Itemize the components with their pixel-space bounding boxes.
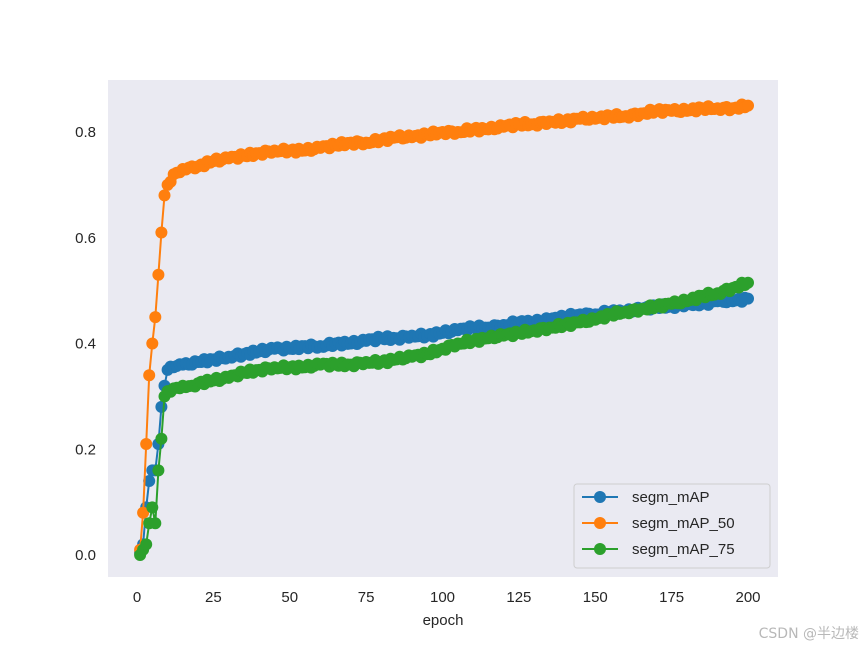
- legend: segm_mAP segm_mAP_50 segm_mAP_75: [573, 483, 771, 569]
- series-segm-mAP-75: [134, 276, 754, 561]
- legend-entry: segm_mAP_50: [582, 515, 735, 532]
- x-tick-label: 125: [506, 589, 531, 606]
- y-tick-label: 0.0: [75, 547, 96, 564]
- legend-marker-icon: [594, 491, 606, 503]
- x-tick-label: 75: [358, 589, 375, 606]
- x-tick-label: 150: [583, 589, 608, 606]
- x-tick-label: 200: [735, 589, 760, 606]
- y-tick-label: 0.6: [75, 230, 96, 247]
- y-axis-ticks: 0.0 0.2 0.4 0.6 0.8: [75, 124, 96, 564]
- legend-label: segm_mAP_50: [632, 515, 735, 532]
- legend-label: segm_mAP_75: [632, 541, 735, 558]
- y-tick-label: 0.8: [75, 124, 96, 141]
- y-tick-label: 0.2: [75, 441, 96, 458]
- legend-entry: segm_mAP_75: [582, 541, 735, 558]
- series-layer: [134, 98, 754, 561]
- x-axis-label: epoch: [423, 612, 464, 629]
- legend-label: segm_mAP: [632, 489, 710, 506]
- x-tick-label: 0: [133, 589, 141, 606]
- x-axis-ticks: 0 25 50 75 100 125 150 175 200: [133, 589, 761, 606]
- series-segm-mAP-50: [134, 98, 754, 556]
- legend-marker-icon: [594, 517, 606, 529]
- legend-entry: segm_mAP: [582, 489, 710, 506]
- x-tick-label: 25: [205, 589, 222, 606]
- legend-box: [573, 483, 771, 569]
- x-tick-label: 50: [281, 589, 298, 606]
- y-tick-label: 0.4: [75, 336, 96, 353]
- watermark: CSDN @半边楼: [758, 626, 859, 642]
- x-tick-label: 100: [430, 589, 455, 606]
- legend-marker-icon: [594, 543, 606, 555]
- x-tick-label: 175: [659, 589, 684, 606]
